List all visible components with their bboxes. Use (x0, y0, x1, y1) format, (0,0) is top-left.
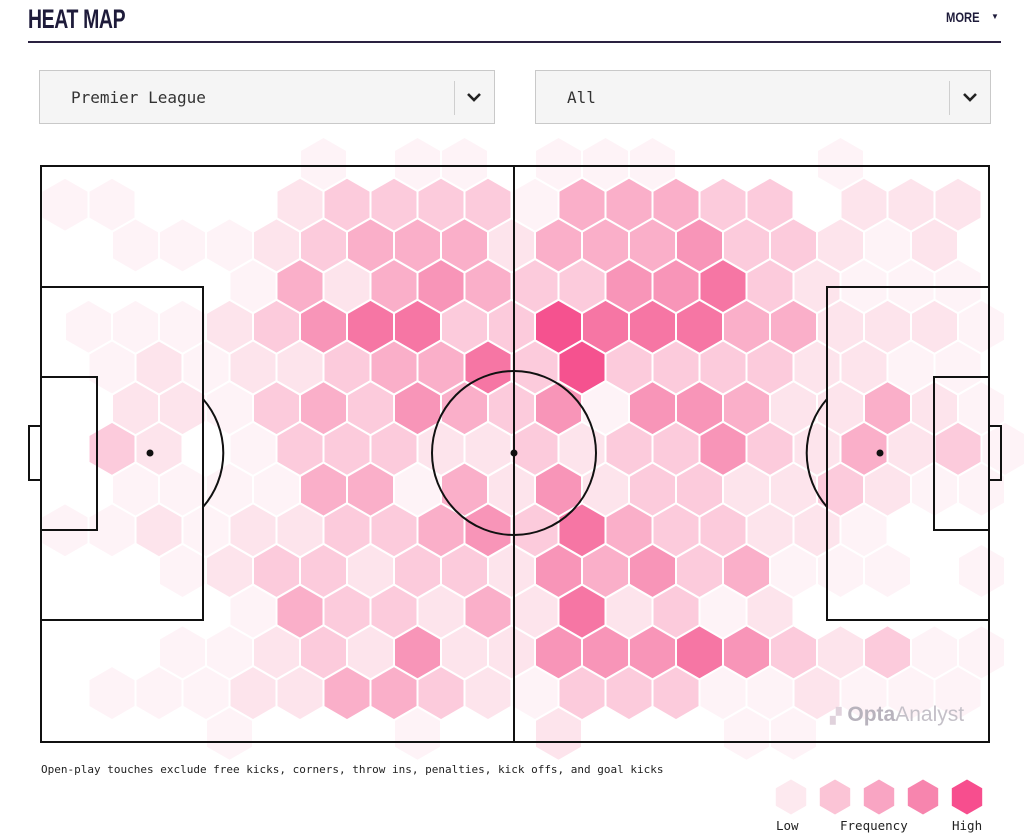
heat-hex (40, 176, 90, 233)
competition-select[interactable]: Premier League (39, 70, 495, 124)
legend-swatch (819, 779, 851, 815)
right-goal (988, 425, 1002, 481)
period-select-value: All (567, 88, 596, 107)
left-penalty-arc (202, 398, 225, 508)
heat-hex (957, 542, 1006, 600)
legend-title: Frequency (840, 818, 908, 833)
center-circle (431, 370, 597, 536)
select-divider (454, 81, 455, 115)
center-spot (510, 449, 518, 457)
header-divider (28, 41, 1001, 43)
heat-hex (205, 705, 254, 763)
heat-hex (534, 705, 583, 763)
select-divider (949, 81, 950, 115)
legend-high-label: High (952, 818, 983, 833)
footnote: Open-play touches exclude free kicks, co… (41, 763, 664, 776)
legend (775, 779, 983, 815)
competition-select-value: Premier League (71, 88, 206, 107)
right-penalty-spot (876, 449, 884, 457)
heat-hex (393, 705, 442, 763)
legend-swatch (907, 779, 939, 815)
heat-hex (863, 542, 912, 600)
right-penalty-arc (805, 398, 828, 508)
page-title: HEAT MAP (28, 4, 126, 34)
heat-hex (957, 461, 1006, 518)
legend-low-label: Low (776, 818, 799, 833)
heat-hex (158, 217, 207, 274)
heat-hex (933, 664, 983, 722)
caret-down-icon[interactable]: ▼ (991, 12, 999, 21)
period-select[interactable]: All (535, 70, 991, 124)
heat-hex (769, 705, 818, 763)
heat-hex (87, 664, 137, 722)
legend-swatch (951, 779, 983, 815)
legend-swatch (863, 779, 895, 815)
more-menu-button[interactable]: MORE (946, 9, 980, 25)
chevron-down-icon[interactable] (462, 85, 486, 109)
hex-layer (40, 135, 1024, 763)
left-goal (28, 425, 42, 481)
left-penalty-spot (146, 449, 154, 457)
legend-swatch (775, 779, 807, 815)
chevron-down-icon[interactable] (958, 85, 982, 109)
opta-analyst-logo: ▞ OptaAnalyst (830, 703, 965, 726)
